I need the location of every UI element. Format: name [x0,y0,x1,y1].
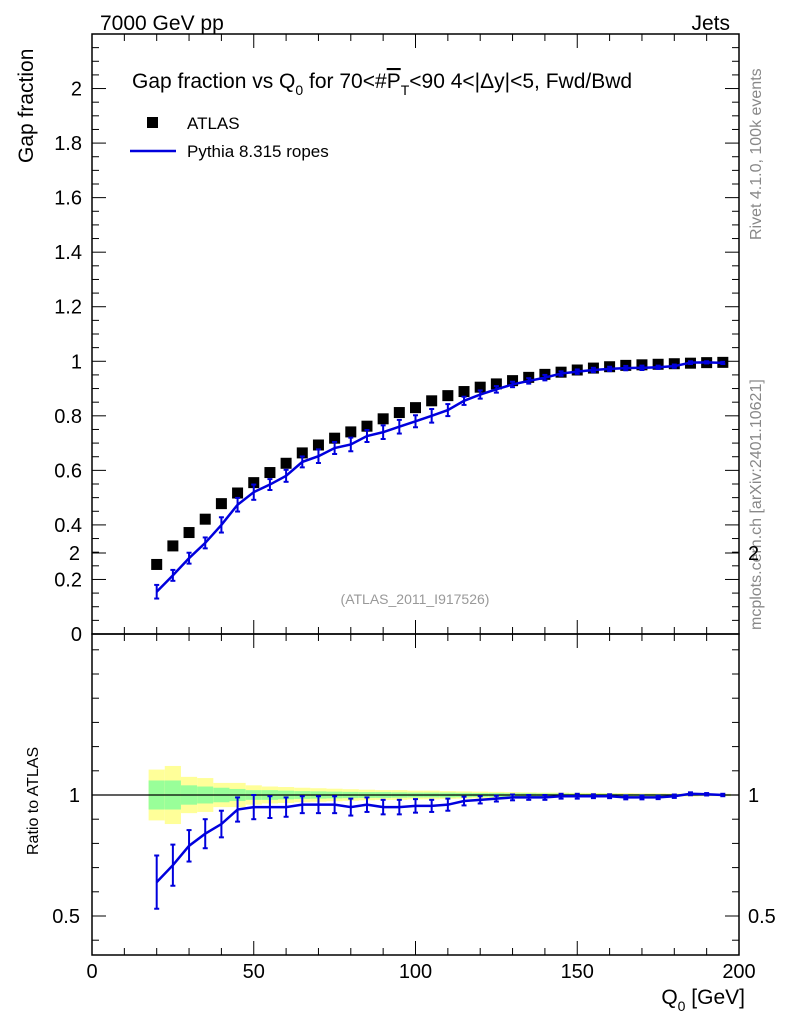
y-tick-label: 1.2 [54,297,82,319]
y-tick-label: 0.2 [54,569,82,591]
plot-title: Gap fraction vs Q0 for 70<#PT<90 4<|Δy|<… [132,70,632,98]
x-tick-label: 50 [243,961,265,983]
atlas-data-point [458,386,470,398]
atlas-data-point [410,402,421,414]
ratio-y-axis-label: Ratio to ATLAS [25,747,42,855]
atlas-data-point [442,390,454,402]
atlas-data-point [167,540,179,552]
main-panel: 0.2 0.4 0.6 0.8 1 1.2 1.4 1.6 1.8 2 0 [54,33,740,955]
atlas-data-point [312,439,324,451]
x-tick-label: 100 [399,961,432,983]
atlas-data-point [329,432,341,444]
atlas-data-point [199,513,211,525]
x-axis-label: Q0 [GeV] [661,986,745,1014]
pythia-line [155,361,723,593]
y-tick-label: 0.6 [54,460,82,482]
y-tick-label: 1.6 [54,188,82,210]
ratio-pythia-line [155,792,723,883]
ratio-panel: 0 50 100 150 200 0.5 0.5 1 1 2 2 [52,543,776,983]
y-zero-label: 0 [71,624,82,646]
ratio-y-tick-label-right: 2 [748,543,759,565]
energy-label: 7000 GeV pp [100,12,224,35]
y-tick-label: 1 [71,351,82,373]
ratio-y-tick-label: 2 [69,543,80,565]
ratio-y-tick-label-right: 1 [748,785,759,807]
y-tick-label: 0.4 [54,515,82,537]
ratio-y-tick-label: 0.5 [52,906,80,928]
atlas-data-point [652,358,664,370]
atlas-data-point [215,498,227,510]
y-tick-label: 0.8 [54,406,82,428]
x-tick-label: 0 [86,961,97,983]
atlas-data-point [474,381,486,393]
atlas-data-point [507,375,519,387]
atlas-data-point [426,395,438,407]
atlas-data-point [393,407,405,419]
legend-atlas-label: ATLAS [187,114,240,133]
atlas-data-point [377,413,389,425]
atlas-data-point [296,447,308,459]
atlas-data-point [280,457,292,469]
mcplots-label: mcplots.cern.ch [arXiv:2401.10621] [748,379,765,630]
rivet-version-label: Rivet 4.1.0, 100k events [748,68,765,240]
atlas-data-point [183,527,195,539]
y-tick-label: 1.4 [54,242,82,264]
x-tick-label: 200 [722,961,755,983]
legend-pythia-label: Pythia 8.315 ropes [187,142,329,161]
atlas-data-point [248,477,260,489]
legend-atlas-marker [147,117,158,128]
y-tick-label: 1.8 [54,133,82,155]
atlas-data-point [264,467,276,479]
atlas-data-point [232,487,244,499]
process-label: Jets [691,12,730,35]
atlas-data-point [151,558,163,570]
analysis-tag: (ATLAS_2011_I917526) [341,591,490,607]
atlas-data-point [345,426,357,438]
atlas-data-point [361,420,373,432]
ratio-y-tick-label-right: 0.5 [748,906,776,928]
y-tick-label: 2 [71,79,82,101]
y-axis-label: Gap fraction [15,49,38,163]
ratio-y-tick-label: 1 [69,785,80,807]
x-tick-label: 150 [561,961,594,983]
atlas-data-point [490,378,502,390]
